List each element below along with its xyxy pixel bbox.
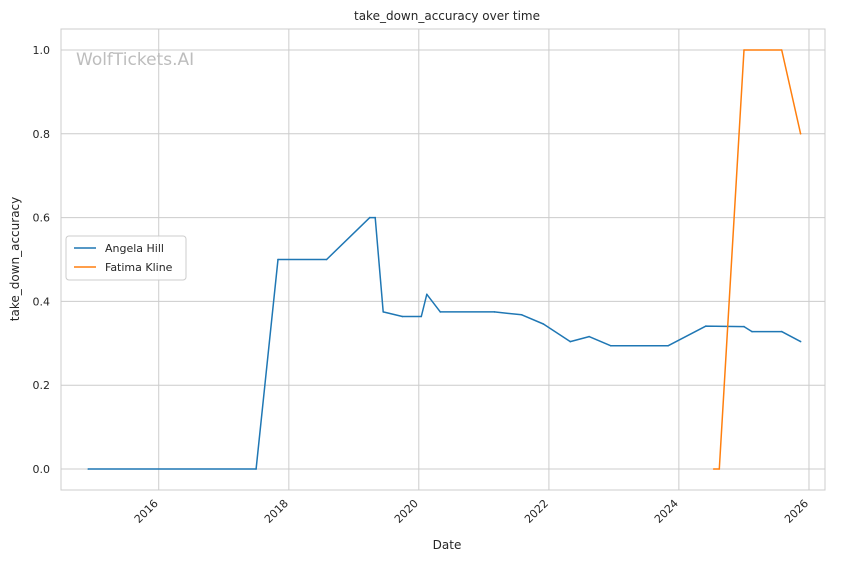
data-point-angela-hill <box>382 311 385 313</box>
data-point-angela-hill <box>667 345 669 347</box>
y-tick-label: 0.8 <box>33 128 51 141</box>
data-point-fatima-kline <box>712 468 715 470</box>
y-tick-label: 0.2 <box>33 379 51 392</box>
y-tick-labels: 0.0 0.2 0.4 0.6 0.8 1.0 <box>33 44 51 476</box>
data-point-angela-hill <box>426 293 428 296</box>
plot-frame <box>60 28 826 491</box>
data-point-angela-hill <box>751 330 753 333</box>
data-point-angela-hill <box>439 311 442 313</box>
data-point-angela-hill <box>401 315 404 318</box>
data-point-angela-hill <box>799 340 802 343</box>
x-axis-title: Date <box>433 538 462 552</box>
data-point-angela-hill <box>705 325 707 327</box>
data-point-angela-hill <box>87 468 89 470</box>
data-point-angela-hill <box>493 311 496 313</box>
data-point-angela-hill <box>520 314 523 316</box>
legend-label-angela-hill: Angela Hill <box>105 242 164 255</box>
data-point-angela-hill <box>277 258 279 261</box>
data-point-angela-hill <box>255 468 257 470</box>
y-axis-title: take_down_accuracy <box>8 197 22 321</box>
series-layer <box>87 49 802 470</box>
y-tick-label: 0.4 <box>33 295 51 308</box>
data-point-fatima-kline <box>743 49 745 51</box>
data-point-angela-hill <box>420 315 423 318</box>
legend: Angela Hill Fatima Kline <box>65 235 187 281</box>
data-point-fatima-kline <box>799 133 802 135</box>
watermark: WolfTickets.AI <box>76 50 194 70</box>
data-point-angela-hill <box>369 216 371 219</box>
data-point-angela-hill <box>374 216 377 219</box>
data-point-angela-hill <box>325 258 328 261</box>
data-point-angela-hill <box>542 323 545 325</box>
chart-title: take_down_accuracy over time <box>354 9 540 23</box>
legend-label-fatima-kline: Fatima Kline <box>105 261 173 274</box>
data-point-angela-hill <box>610 345 612 347</box>
legend-box <box>65 235 187 281</box>
data-point-angela-hill <box>569 340 572 343</box>
y-tick-label: 0.6 <box>33 212 51 225</box>
y-tick-label: 1.0 <box>33 44 51 57</box>
data-point-angela-hill <box>743 325 745 328</box>
data-point-fatima-kline <box>780 49 783 51</box>
grid <box>61 29 825 490</box>
data-point-angela-hill <box>780 330 783 333</box>
data-point-fatima-kline <box>718 468 721 470</box>
data-point-angela-hill <box>588 335 590 338</box>
y-tick-label: 0.0 <box>33 463 51 476</box>
